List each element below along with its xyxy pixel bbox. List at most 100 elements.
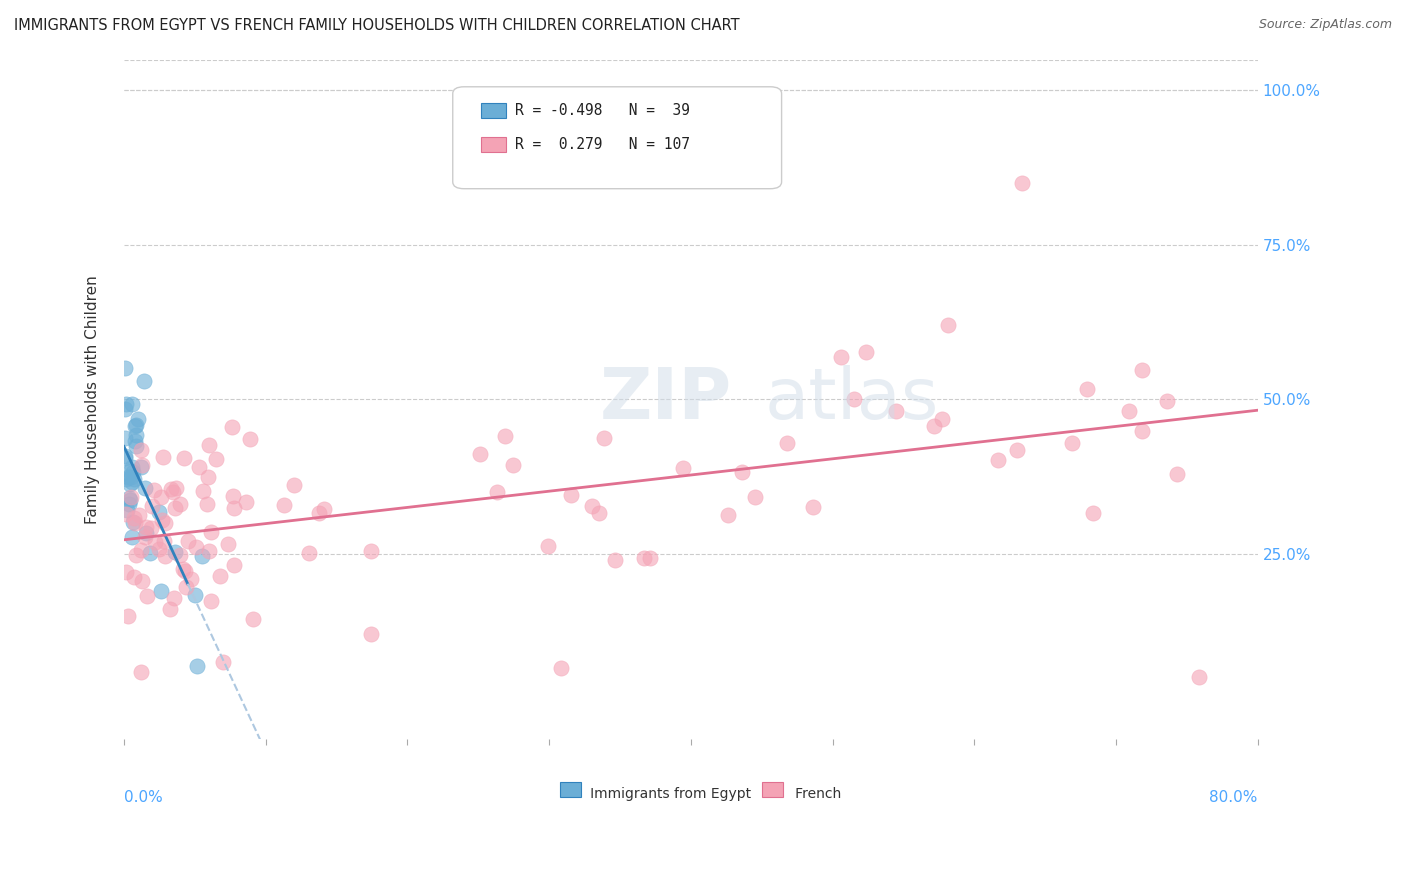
French xyxy=(801,500,824,514)
French xyxy=(502,458,524,473)
Immigrants from Egypt xyxy=(148,505,170,519)
French xyxy=(191,483,214,498)
French xyxy=(633,551,655,566)
Text: IMMIGRANTS FROM EGYPT VS FRENCH FAMILY HOUSEHOLDS WITH CHILDREN CORRELATION CHAR: IMMIGRANTS FROM EGYPT VS FRENCH FAMILY H… xyxy=(14,18,740,33)
Immigrants from Egypt xyxy=(124,434,146,449)
Immigrants from Egypt xyxy=(118,464,141,478)
French xyxy=(124,516,146,531)
French xyxy=(1118,403,1140,417)
French xyxy=(1188,670,1211,684)
Immigrants from Egypt xyxy=(121,475,143,489)
French xyxy=(776,436,799,450)
French xyxy=(224,501,246,516)
French xyxy=(844,392,866,406)
Immigrants from Egypt xyxy=(122,466,145,480)
French xyxy=(638,551,661,566)
French xyxy=(308,506,330,520)
Immigrants from Egypt xyxy=(165,545,187,559)
French xyxy=(560,487,582,501)
Immigrants from Egypt xyxy=(134,374,156,388)
FancyBboxPatch shape xyxy=(481,103,506,118)
French xyxy=(184,541,207,555)
French xyxy=(150,491,173,505)
Immigrants from Egypt xyxy=(121,516,143,530)
French xyxy=(155,549,177,563)
Immigrants from Egypt xyxy=(117,470,139,484)
French xyxy=(855,344,877,359)
French xyxy=(731,465,754,479)
French xyxy=(115,565,138,579)
French xyxy=(485,484,508,499)
FancyBboxPatch shape xyxy=(762,782,783,797)
French xyxy=(177,534,200,549)
French xyxy=(129,443,152,458)
French xyxy=(200,594,222,608)
French xyxy=(141,499,163,513)
French xyxy=(180,572,202,586)
French xyxy=(221,420,243,434)
Immigrants from Egypt xyxy=(118,492,141,507)
Immigrants from Egypt xyxy=(114,431,136,445)
Y-axis label: Family Households with Children: Family Households with Children xyxy=(86,275,100,524)
Immigrants from Egypt xyxy=(124,418,146,433)
Text: Immigrants from Egypt: Immigrants from Egypt xyxy=(578,787,752,801)
French xyxy=(128,508,150,523)
Immigrants from Egypt xyxy=(118,491,141,505)
Immigrants from Egypt xyxy=(125,428,148,442)
French xyxy=(1011,176,1033,190)
French xyxy=(125,548,148,562)
French xyxy=(122,510,145,524)
French xyxy=(830,350,852,364)
French xyxy=(717,508,740,522)
French xyxy=(922,419,945,434)
French xyxy=(205,452,228,467)
French xyxy=(165,481,187,495)
French xyxy=(150,513,173,527)
French xyxy=(1130,424,1153,438)
French xyxy=(212,656,235,670)
French xyxy=(360,627,382,641)
French xyxy=(135,520,157,534)
Text: 0.0%: 0.0% xyxy=(124,790,163,805)
Immigrants from Egypt xyxy=(122,472,145,486)
French xyxy=(173,564,195,578)
French xyxy=(159,482,181,496)
French xyxy=(1166,467,1188,481)
Immigrants from Egypt xyxy=(186,658,208,673)
French xyxy=(172,562,194,576)
French xyxy=(1076,382,1098,396)
Text: French: French xyxy=(782,787,841,801)
French xyxy=(152,450,174,464)
Immigrants from Egypt xyxy=(139,546,162,560)
French xyxy=(884,404,907,418)
FancyBboxPatch shape xyxy=(453,87,782,189)
French xyxy=(173,450,195,465)
French xyxy=(672,460,695,475)
French xyxy=(588,506,610,520)
French xyxy=(298,546,321,560)
Immigrants from Egypt xyxy=(114,450,136,465)
French xyxy=(1062,436,1084,450)
French xyxy=(153,534,176,549)
French xyxy=(163,500,186,515)
French xyxy=(1005,443,1028,458)
Text: R = -0.498   N =  39: R = -0.498 N = 39 xyxy=(515,103,690,118)
French xyxy=(273,498,295,512)
Immigrants from Egypt xyxy=(114,401,136,416)
Immigrants from Egypt xyxy=(118,497,141,511)
Immigrants from Egypt xyxy=(114,361,136,376)
Immigrants from Egypt xyxy=(115,503,138,517)
Immigrants from Egypt xyxy=(149,584,172,599)
French xyxy=(117,609,139,624)
Text: ZIP: ZIP xyxy=(600,365,733,434)
French xyxy=(115,508,138,522)
Immigrants from Egypt xyxy=(115,397,138,411)
French xyxy=(122,570,145,584)
French xyxy=(188,459,211,474)
Immigrants from Egypt xyxy=(120,470,142,484)
French xyxy=(148,541,170,556)
French xyxy=(360,543,382,558)
Text: atlas: atlas xyxy=(765,365,939,434)
French xyxy=(744,490,766,504)
French xyxy=(162,484,184,499)
